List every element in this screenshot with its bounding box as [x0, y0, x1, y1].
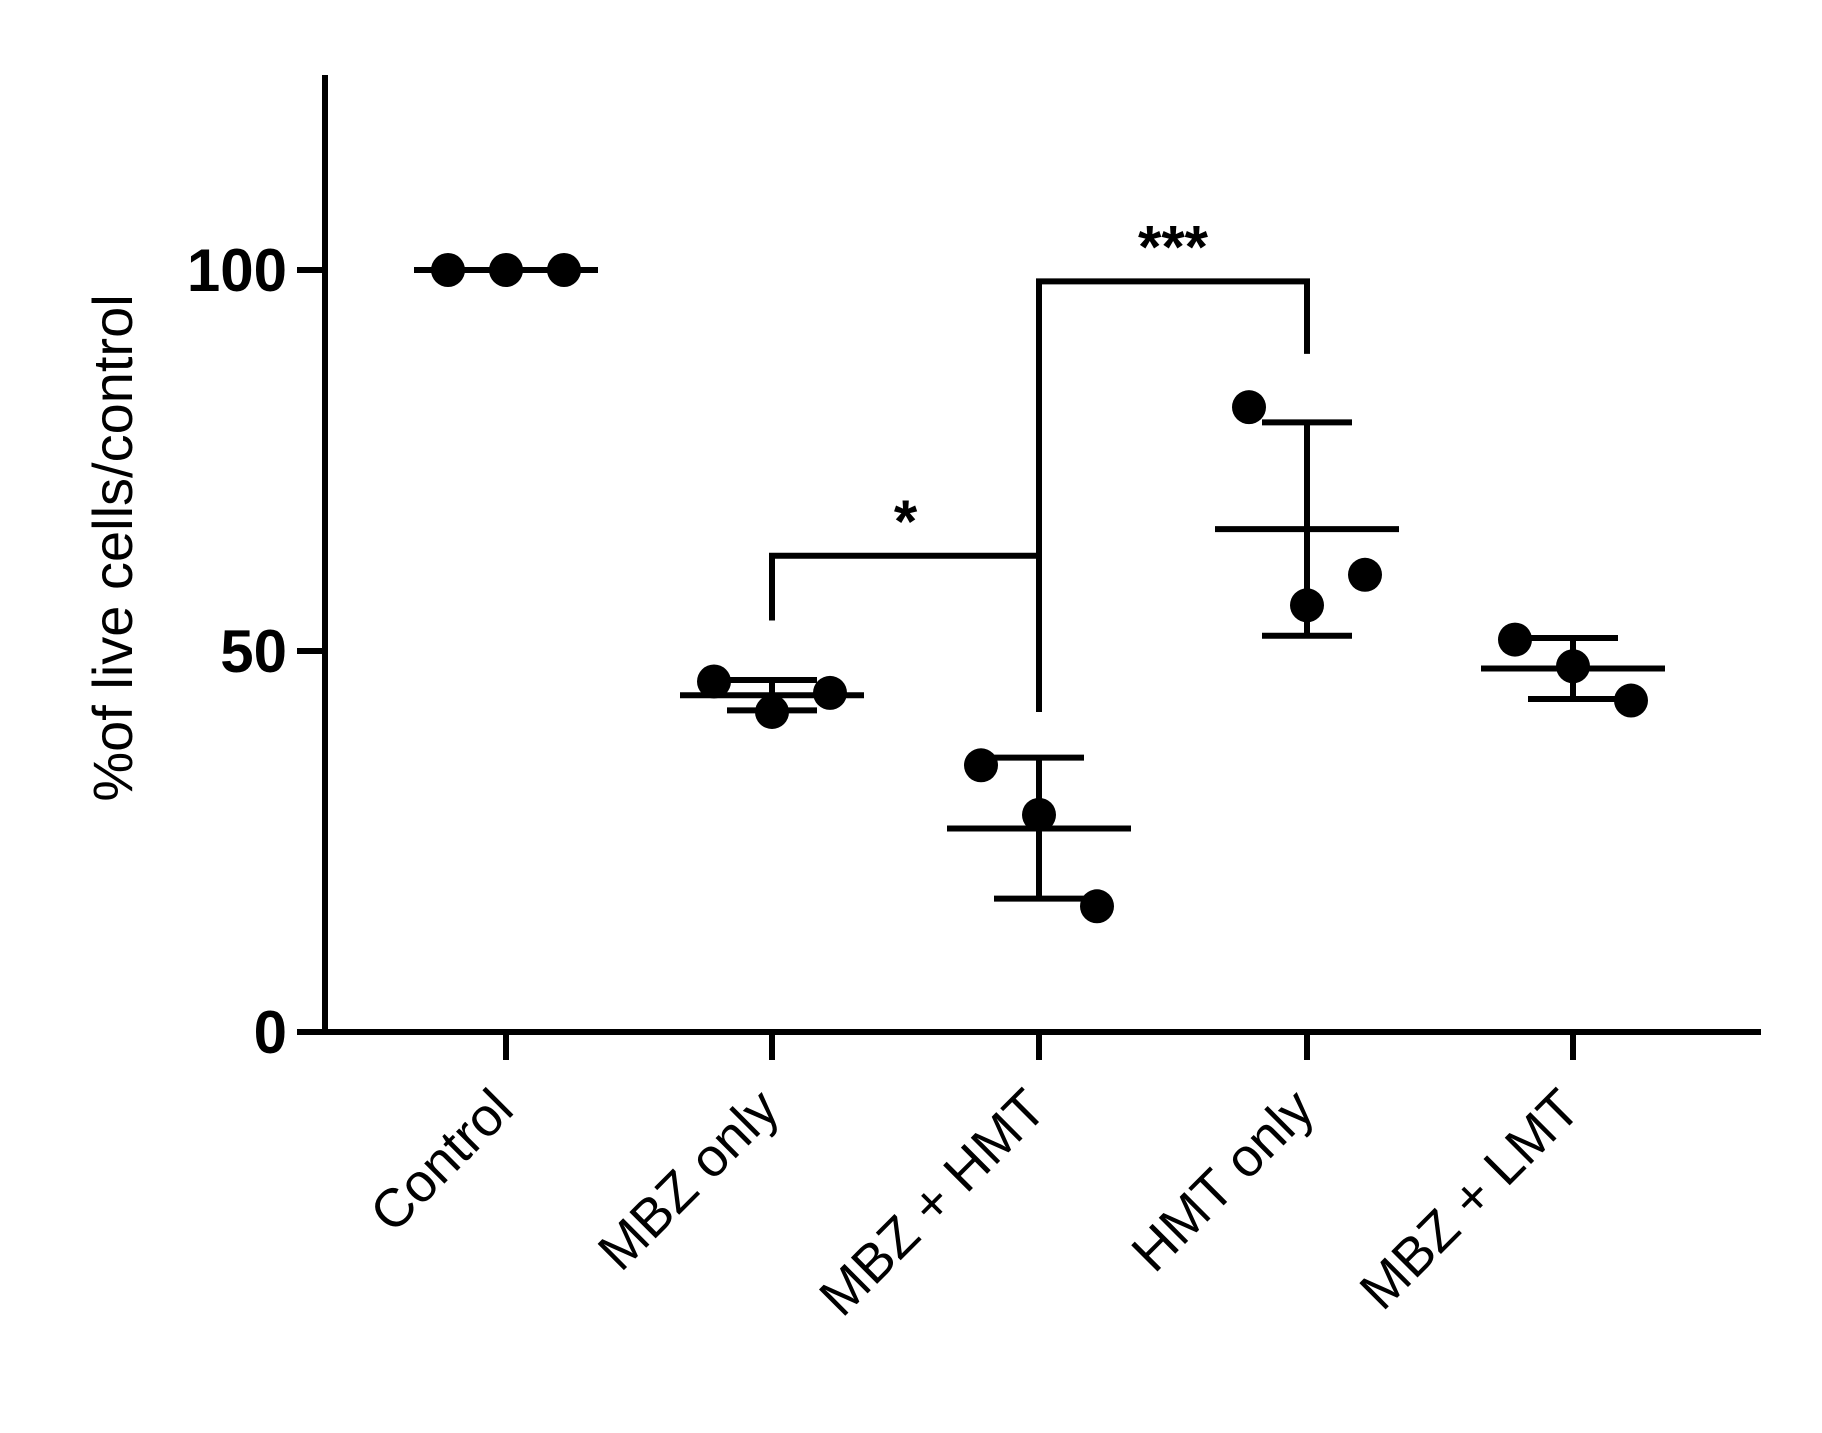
significance-label: ***: [1138, 213, 1209, 280]
data-point: [697, 664, 731, 699]
significance-bracket: [1036, 278, 1310, 709]
significance-label: *: [894, 488, 918, 555]
x-tick-label: MBZ + LMT: [1349, 1078, 1592, 1321]
data-point: [431, 253, 465, 287]
significance-annotations: ****: [769, 213, 1310, 712]
data-point: [1556, 649, 1590, 684]
x-tick-label: MBZ only: [587, 1078, 791, 1282]
y-ticks: 0 50 100: [187, 237, 325, 1066]
data-groups: [414, 253, 1665, 924]
data-point: [1348, 557, 1382, 592]
data-group: [1481, 622, 1665, 718]
y-tick-label: 50: [220, 618, 287, 685]
x-tick-label: Control: [359, 1078, 525, 1244]
significance-bracket-group: ***: [1036, 213, 1310, 709]
data-group: [947, 748, 1131, 924]
data-point: [1232, 390, 1266, 425]
data-point: [1022, 797, 1056, 832]
data-point: [1080, 889, 1114, 924]
x-tick-label: MBZ + HMT: [808, 1078, 1057, 1327]
data-group: [414, 253, 598, 287]
data-point: [755, 694, 789, 729]
data-point: [1498, 622, 1532, 657]
y-tick-label: 100: [187, 237, 287, 304]
x-tick-label: HMT only: [1120, 1078, 1325, 1283]
data-group: [680, 664, 864, 729]
data-group: [1215, 390, 1399, 639]
significance-bracket: [769, 552, 1042, 712]
data-point: [547, 253, 581, 287]
data-point: [1614, 683, 1648, 718]
y-tick-label: 0: [254, 999, 287, 1066]
x-ticks: Control MBZ only MBZ + HMT HMT only MBZ + LM…: [359, 1032, 1592, 1327]
data-point: [1290, 588, 1324, 623]
data-point: [964, 748, 998, 783]
y-axis-label-group: %of live cells/control: [81, 294, 144, 801]
data-point: [489, 253, 523, 287]
data-point: [813, 675, 847, 710]
y-axis-label: %of live cells/control: [81, 294, 144, 801]
